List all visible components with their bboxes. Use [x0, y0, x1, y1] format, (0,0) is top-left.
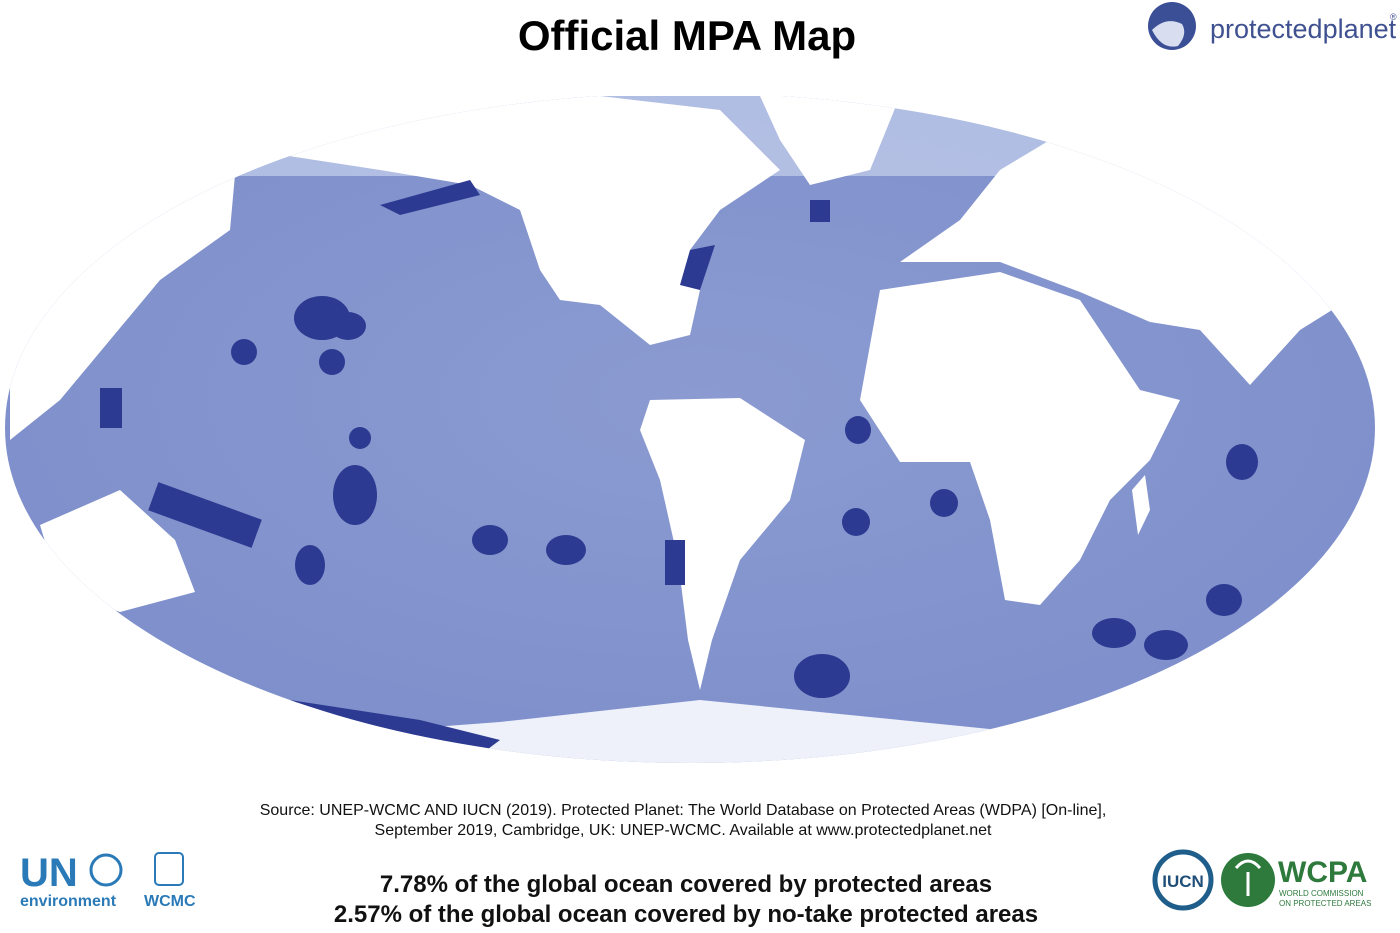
- wcpa-text: WCPA: [1278, 856, 1367, 889]
- source-line: Source: UNEP-WCMC AND IUCN (2019). Prote…: [260, 802, 1107, 819]
- wcmc-emblem: [154, 852, 184, 886]
- un-sub: environment: [20, 893, 117, 910]
- iucn-ring: [1152, 849, 1214, 911]
- source-line: September 2019, Cambridge, UK: UNEP-WCMC…: [375, 822, 992, 839]
- stat-line: 2.57% of the global ocean covered by no-…: [334, 901, 1038, 928]
- wcpa-tree: [1234, 859, 1262, 896]
- map: [5, 96, 1375, 763]
- un-text: UN: [20, 851, 78, 895]
- un-emblem: [89, 853, 123, 887]
- wcmc-text: WCMC: [144, 893, 196, 910]
- wcpa-logo: WCPA WORLD COMMISSION ON PROTECTED AREAS: [1221, 853, 1371, 908]
- un-logo: UN environment WCMC: [20, 851, 196, 910]
- globe-land: [1152, 21, 1185, 47]
- brand-logo: protectedplanet ®: [1148, 2, 1397, 50]
- brand-mark: ®: [1390, 12, 1397, 22]
- wcpa-sub: WORLD COMMISSION: [1279, 889, 1364, 898]
- brand-name: protectedplanet: [1210, 14, 1397, 44]
- title: Official MPA Map: [518, 12, 856, 59]
- wcpa-sub: ON PROTECTED AREAS: [1279, 899, 1371, 908]
- iucn-logo: IUCN: [1152, 849, 1214, 911]
- marine-protected-areas: [100, 180, 1258, 755]
- stat-line: 7.78% of the global ocean covered by pro…: [380, 871, 992, 898]
- iucn-text: IUCN: [1162, 872, 1204, 891]
